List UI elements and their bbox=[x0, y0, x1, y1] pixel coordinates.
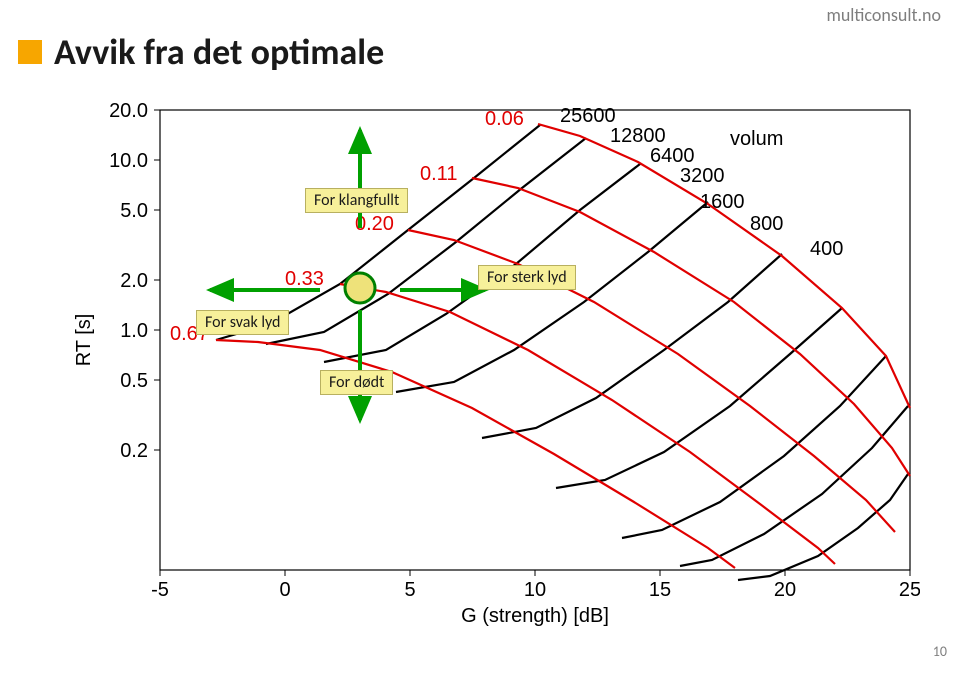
note-sterk-lyd: For sterk lyd bbox=[478, 265, 576, 290]
svg-text:15: 15 bbox=[649, 579, 671, 601]
svg-text:3200: 3200 bbox=[680, 165, 725, 187]
brand-label: multiconsult.no bbox=[826, 4, 941, 26]
slide-title-wrap: Avvik fra det optimale bbox=[18, 30, 384, 74]
svg-text:20.0: 20.0 bbox=[109, 100, 148, 122]
svg-text:0: 0 bbox=[279, 579, 290, 601]
svg-text:0.2: 0.2 bbox=[120, 440, 148, 462]
svg-text:800: 800 bbox=[750, 213, 783, 235]
svg-text:400: 400 bbox=[810, 238, 843, 260]
svg-text:20: 20 bbox=[774, 579, 796, 601]
svg-text:0.06: 0.06 bbox=[485, 108, 524, 130]
svg-text:5: 5 bbox=[404, 579, 415, 601]
chart-svg: -5 0 5 10 15 20 25 G (strength) [dB] 20.0 10.0 5.0… bbox=[40, 80, 920, 640]
svg-text:25600: 25600 bbox=[560, 105, 616, 127]
slide-title: Avvik fra det optimale bbox=[54, 30, 384, 74]
page-number: 10 bbox=[933, 643, 947, 660]
note-dodt: For dødt bbox=[320, 370, 393, 395]
svg-text:-5: -5 bbox=[151, 579, 169, 601]
svg-text:0.5: 0.5 bbox=[120, 370, 148, 392]
title-bullet-icon bbox=[18, 40, 42, 64]
svg-text:6400: 6400 bbox=[650, 145, 695, 167]
svg-text:RT [s]: RT [s] bbox=[73, 314, 95, 367]
svg-text:volum: volum bbox=[730, 128, 783, 150]
svg-text:2.0: 2.0 bbox=[120, 270, 148, 292]
svg-text:G (strength) [dB]: G (strength) [dB] bbox=[461, 605, 609, 627]
svg-text:0.11: 0.11 bbox=[420, 163, 457, 185]
svg-text:12800: 12800 bbox=[610, 125, 666, 147]
svg-text:1600: 1600 bbox=[700, 191, 745, 213]
svg-text:25: 25 bbox=[899, 579, 920, 601]
note-klangfullt: For klangfullt bbox=[305, 188, 408, 213]
svg-text:10: 10 bbox=[524, 579, 546, 601]
svg-text:0.33: 0.33 bbox=[285, 268, 324, 290]
svg-text:10.0: 10.0 bbox=[109, 150, 148, 172]
svg-text:1.0: 1.0 bbox=[120, 320, 148, 342]
note-svak-lyd: For svak lyd bbox=[196, 310, 289, 335]
svg-text:5.0: 5.0 bbox=[120, 200, 148, 222]
